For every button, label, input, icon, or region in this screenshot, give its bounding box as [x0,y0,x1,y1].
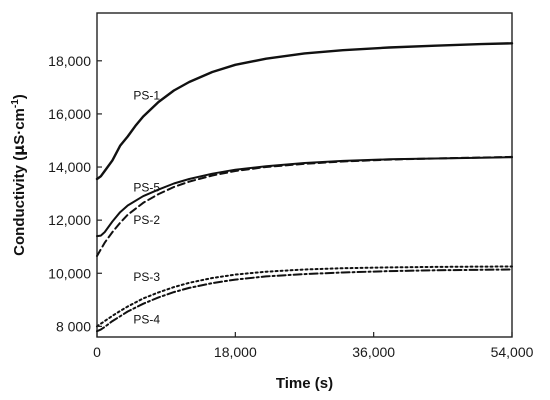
series-label-ps-4: PS-4 [133,313,160,327]
y-tick-label: 12,000 [48,212,91,228]
series-layer [95,42,514,333]
series-label-ps-5: PS-5 [133,180,160,194]
y-tick-label: 8 000 [56,318,91,334]
x-tick-label: 54,000 [491,344,534,360]
series-line-ps-3 [96,265,513,328]
series-label-ps-1: PS-1 [133,88,160,102]
y-axis-title-exponent: -1 [10,99,21,108]
y-axis-title-mu: μ [10,145,28,156]
x-tick-label: 18,000 [214,344,257,360]
series-line-ps-1 [95,42,514,181]
x-tick-label: 36,000 [352,344,395,360]
y-axis-title-close: ) [11,94,28,99]
y-axis-title-unit: S·cm [11,108,28,145]
series-label-ps-3: PS-3 [133,270,160,284]
y-axis-ticks: 8 000 10,000 12,000 14,000 16,000 18,000 [48,53,102,334]
y-tick-label: 14,000 [48,159,91,175]
y-axis-title: Conductivity (μS·cm-1) [10,94,28,256]
x-axis-title: Time (s) [276,375,333,392]
y-tick-label: 18,000 [48,53,91,69]
x-axis-ticks: 0 18,000 36,000 54,000 [93,332,534,360]
series-line-ps-4 [96,268,513,333]
series-labels: PS-1 PS-5 PS-2 PS-3 PS-4 [133,88,160,326]
y-tick-label: 10,000 [48,265,91,281]
plot-frame [96,12,513,338]
series-label-ps-2: PS-2 [133,213,160,227]
series-line-ps-2 [96,155,513,257]
y-axis-title-main: Conductivity ( [11,156,28,256]
x-tick-label: 0 [93,344,101,360]
y-tick-label: 16,000 [48,106,91,122]
